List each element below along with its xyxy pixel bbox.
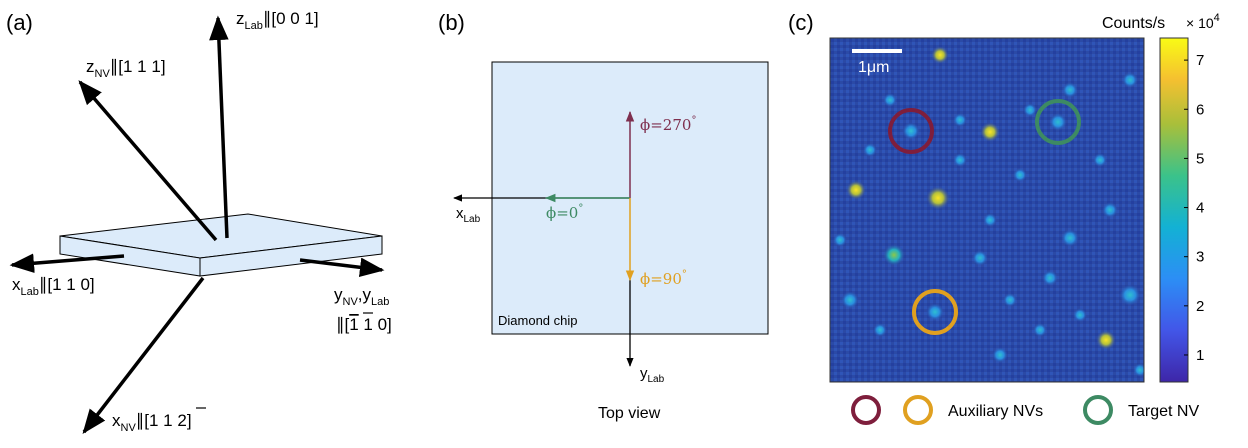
fluorescence-spot [1093, 153, 1107, 167]
label-x-lab-b: xLab [456, 205, 481, 225]
fluorescence-spot [1096, 330, 1116, 350]
legend-green-circle [1085, 397, 1111, 423]
fluorescence-spot [1033, 323, 1047, 337]
fluorescence-spot [1073, 308, 1087, 322]
fluorescence-spot [926, 303, 944, 321]
panel-b-label: (b) [438, 10, 465, 35]
colorbar-tick-label: 5 [1196, 150, 1204, 167]
diamond-chip-label: Diamond chip [498, 313, 578, 328]
axis-x-nv [84, 278, 203, 432]
colorbar-exponent: × 104 [1186, 12, 1220, 31]
fluorescence-spot [902, 122, 920, 140]
panel-b: (b) Diamond chip xLab yLab ϕ=270° ϕ=0° ϕ… [438, 10, 768, 422]
legend: Auxiliary NVs Target NV [853, 397, 1199, 423]
axis-z-lab [218, 18, 227, 238]
colorbar [1160, 38, 1188, 382]
colorbar-tick-label: 3 [1196, 249, 1204, 266]
label-y-nv-y-lab: yNV,yLab [334, 285, 389, 308]
fluorescence-spot [953, 113, 967, 127]
colorbar-tick-label: 4 [1196, 200, 1204, 217]
fluorescence-spot [953, 153, 967, 167]
fluorescence-spot [1049, 113, 1067, 131]
label-z-nv: zNV∥[1 1 1] [86, 57, 166, 80]
fluorescence-spot [883, 93, 897, 107]
label-phi-0: ϕ=0° [546, 203, 583, 222]
legend-orange-circle [905, 397, 931, 423]
label-phi-270: ϕ=270° [640, 115, 696, 134]
fluorescence-spot [1013, 168, 1027, 182]
fluorescence-spot [983, 213, 997, 227]
fluorescence-spot [926, 186, 950, 210]
scale-bar [852, 49, 902, 53]
label-x-nv: xNV∥[1 1 2] [112, 411, 192, 434]
fluorescence-spot [873, 323, 887, 337]
label-y-lab-b: yLab [640, 365, 665, 385]
fluorescence-spot [1062, 82, 1078, 98]
panel-c: (c) 1μm 1 2 3 4 5 6 7 Counts/s × 104 Auxiliary… [788, 10, 1220, 423]
fluorescence-spot [1102, 202, 1118, 218]
fluorescence-spot [883, 244, 905, 266]
fluorescence-spot [846, 180, 866, 200]
label-x-lab: xLab∥[1 1 0] [12, 275, 95, 298]
label-phi-90: ϕ=90° [640, 269, 687, 288]
substrate-slab [60, 214, 382, 276]
colorbar-tick-label: 6 [1196, 101, 1204, 118]
fluorescence-spot [1122, 72, 1138, 88]
fluorescence-spot [980, 122, 1000, 142]
colorbar-tick-label: 2 [1196, 298, 1204, 315]
fluorescence-spot [833, 233, 847, 247]
top-view-caption: Top view [598, 405, 661, 422]
panel-c-label: (c) [788, 10, 814, 35]
colorbar-tick-label: 7 [1196, 52, 1204, 69]
colorbar-title: Counts/s [1102, 15, 1165, 32]
axis-z-nv [80, 82, 216, 240]
legend-target-label: Target NV [1128, 403, 1199, 420]
fluorescence-spot [863, 143, 877, 157]
colorbar-tick-label: 1 [1196, 347, 1204, 364]
fluorescence-spot [841, 291, 859, 309]
label-y-line2: ∥[1 1 0] [336, 315, 392, 334]
fluorescence-spot [1061, 229, 1079, 247]
panel-a-label: (a) [6, 10, 33, 35]
fluorescence-spot [1003, 293, 1017, 307]
legend-purple-circle [853, 397, 879, 423]
fluorescence-spot [1023, 103, 1037, 117]
fluorescence-spot [1133, 363, 1147, 377]
legend-auxiliary-label: Auxiliary NVs [948, 403, 1043, 420]
scale-bar-label: 1μm [858, 59, 889, 76]
confocal-image [830, 38, 1147, 382]
fluorescence-spot [1042, 270, 1058, 286]
fluorescence-spot [972, 250, 988, 266]
fluorescence-spot [992, 347, 1008, 363]
panel-a: (a) zLab∥[0 0 1] zNV∥[1 1 1] xLab∥[1 1 0… [6, 9, 392, 434]
axis-y-lab [300, 260, 382, 270]
fluorescence-spot [931, 46, 949, 64]
fluorescence-spot [1119, 284, 1141, 306]
label-z-lab: zLab∥[0 0 1] [236, 9, 319, 32]
